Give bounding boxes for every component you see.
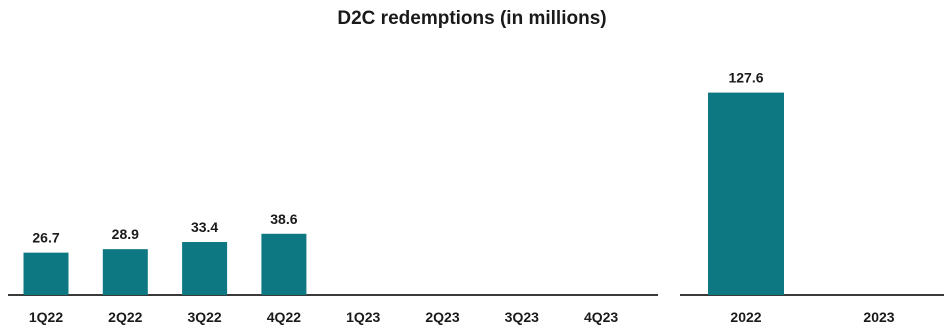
- tick-label-2Q23: 2Q23: [425, 309, 459, 325]
- tick-label-2023: 2023: [863, 309, 894, 325]
- tick-label-4Q23: 4Q23: [584, 309, 618, 325]
- tick-label-3Q23: 3Q23: [505, 309, 539, 325]
- bar-1Q22: [23, 252, 69, 295]
- chart-title: D2C redemptions (in millions): [337, 8, 607, 29]
- bar-2022: [708, 92, 784, 295]
- data-label-2Q22: 28.9: [112, 226, 139, 242]
- data-label-3Q22: 33.4: [191, 219, 218, 235]
- annual-chart: 127.6 2022 2023: [680, 70, 944, 325]
- data-label-1Q22: 26.7: [32, 230, 59, 246]
- quarterly-chart: 26.7 1Q22 28.9 2Q22 33.4 3Q22 38.6 4Q22 1Q23 2Q23…: [8, 211, 658, 325]
- tick-label-2022: 2022: [730, 309, 761, 325]
- tick-label-1Q23: 1Q23: [346, 309, 380, 325]
- tick-label-2Q22: 2Q22: [108, 309, 142, 325]
- tick-label-1Q22: 1Q22: [29, 309, 63, 325]
- bar-3Q22: [182, 242, 228, 295]
- tick-label-3Q22: 3Q22: [187, 309, 221, 325]
- bar-4Q22: [261, 233, 307, 295]
- tick-label-4Q22: 4Q22: [267, 309, 301, 325]
- data-label-4Q22: 38.6: [270, 211, 297, 227]
- bar-2Q22: [102, 249, 148, 295]
- data-label-2022: 127.6: [728, 70, 763, 86]
